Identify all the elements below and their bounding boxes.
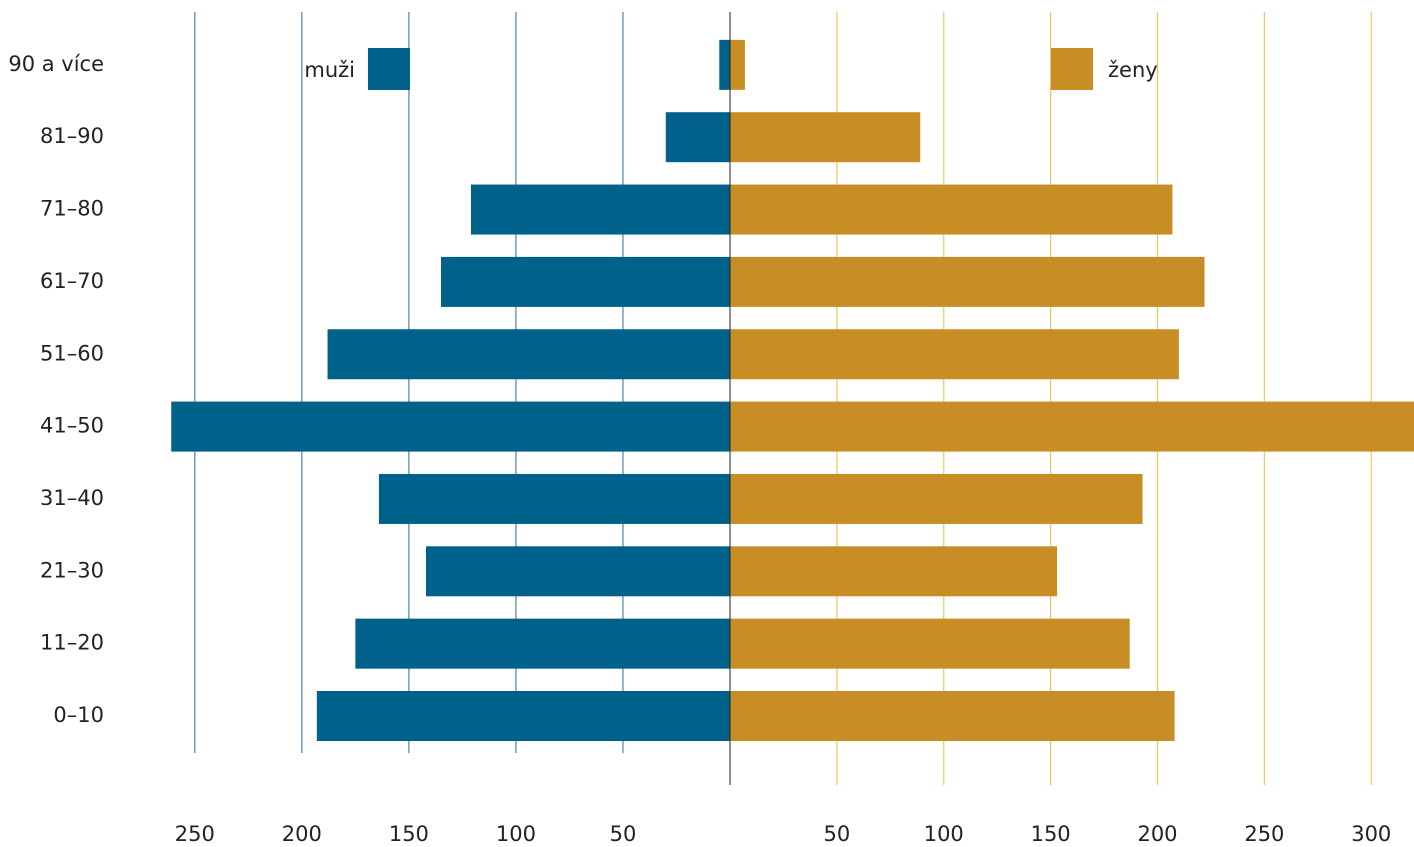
bar [730,256,1205,307]
x-tick-label: 50 [824,822,851,846]
bar [426,546,730,597]
bar [316,691,730,741]
y-tick-label: 90 a více [8,52,104,76]
bar [730,691,1175,741]
y-tick-label: 41–50 [40,414,104,438]
y-tick-label: 31–40 [40,486,104,510]
x-tick-label: 250 [175,822,215,846]
x-tick-label: 150 [1031,822,1071,846]
bar [730,112,921,163]
legend-swatch [368,48,410,90]
legend-label: ženy [1108,58,1158,82]
bar [719,39,730,90]
bar [378,473,730,524]
y-tick-label: 11–20 [40,631,104,655]
legend-label: muži [304,58,355,82]
bar [730,618,1130,669]
y-tick-label: 61–70 [40,269,104,293]
legend-swatch [1051,48,1093,90]
y-tick-label: 51–60 [40,341,104,365]
bar [440,256,730,307]
x-tick-label: 100 [496,822,536,846]
bar [171,401,731,452]
x-tick-label: 200 [282,822,322,846]
x-tick-label: 50 [610,822,637,846]
bar [665,112,730,163]
x-tick-label: 150 [389,822,429,846]
y-tick-label: 71–80 [40,197,104,221]
bar [355,618,730,669]
x-tick-label: 100 [924,822,964,846]
x-tick-label: 300 [1351,822,1391,846]
x-tick-label: 200 [1137,822,1177,846]
bar [327,329,730,380]
y-tick-label: 81–90 [40,124,104,148]
bar [730,546,1058,597]
bar [470,184,730,235]
x-tick-label: 250 [1244,822,1284,846]
bar [730,401,1414,452]
bar [730,473,1143,524]
bar [730,329,1179,380]
y-tick-label: 21–30 [40,558,104,582]
y-tick-label: 0–10 [53,703,104,727]
bar [730,39,745,90]
bar [730,184,1173,235]
